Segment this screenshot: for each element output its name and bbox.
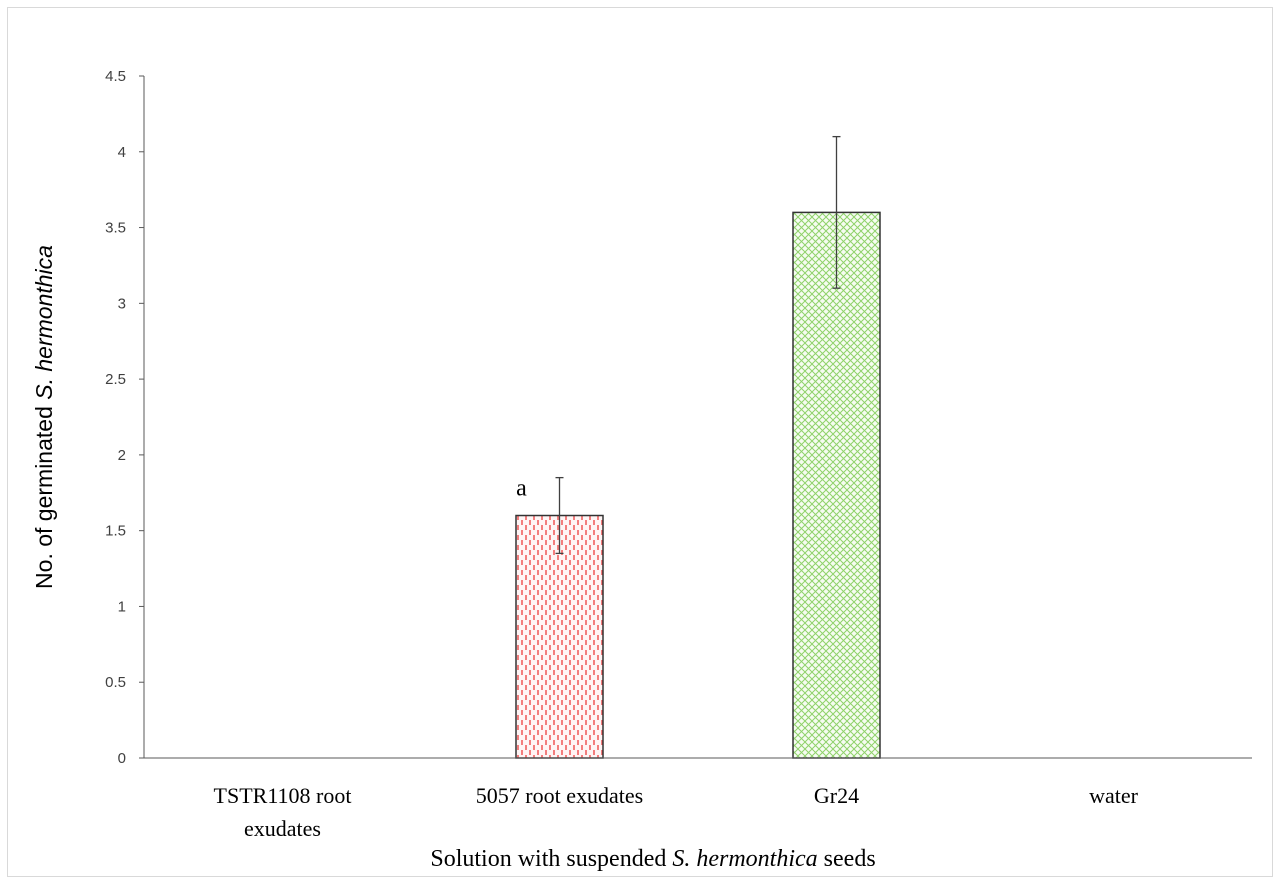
bar: [792, 211, 881, 759]
x-category-label: 5057 root exudates: [476, 783, 643, 808]
chart-frame: [7, 7, 1273, 877]
y-tick-label: 3.5: [105, 220, 126, 237]
y-axis-title: No. of germinated S. hermonthica: [31, 245, 57, 589]
y-tick-label: 4: [118, 144, 126, 161]
category-labels: TSTR1108 root exudates 5057 root exudates G…: [214, 783, 1139, 841]
y-tick-label: 0.5: [105, 674, 126, 691]
x-category-label: Gr24: [814, 783, 859, 808]
x-category-label: exudates: [244, 816, 321, 841]
y-axis-ticks: 0 0.5 1 1.5 2 2.5 3 3.5 4 4.5: [105, 68, 144, 767]
y-tick-label: 3: [118, 295, 126, 312]
bars-group: a: [515, 135, 881, 759]
y-tick-label: 2.5: [105, 371, 126, 388]
y-tick-label: 1.5: [105, 523, 126, 540]
x-axis-title: Solution with suspended S. hermonthica s…: [430, 846, 875, 872]
y-tick-label: 2: [118, 447, 126, 464]
x-category-label: TSTR1108 root: [214, 783, 352, 808]
bar: [515, 514, 604, 759]
x-category-label: water: [1089, 783, 1139, 808]
y-tick-label: 4.5: [105, 68, 126, 85]
significance-label: a: [516, 476, 527, 502]
y-tick-label: 0: [118, 750, 126, 767]
y-tick-label: 1: [118, 598, 126, 615]
